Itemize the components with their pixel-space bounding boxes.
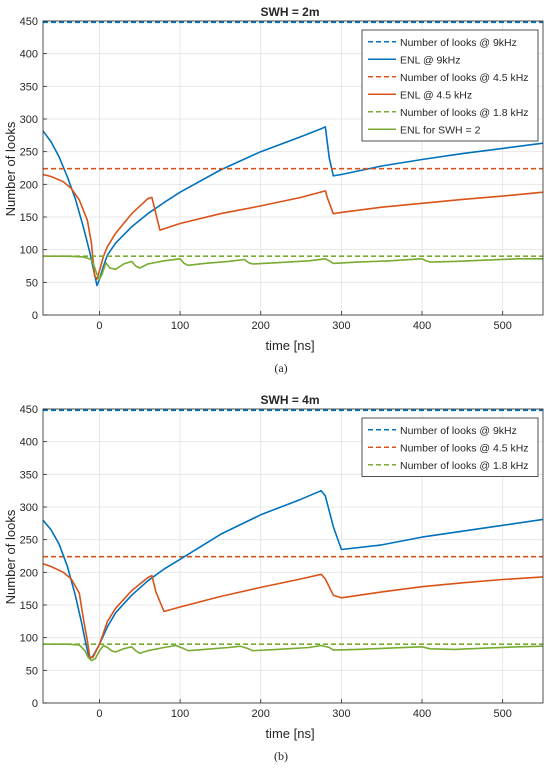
series-group	[43, 21, 543, 287]
legend: Number of looks @ 9kHz Number of looks @ …	[361, 417, 539, 477]
y-tick-label: 400	[20, 437, 38, 449]
y-tick-label: 450	[20, 404, 38, 416]
y-tick-label: 100	[20, 633, 38, 645]
legend: Number of looks @ 9kHz ENL @ 9kHz Number o…	[361, 29, 539, 142]
chart-panel-b: SWH = 4m time [ns] Number of looks (b) 0…	[3, 393, 544, 763]
axes-box	[42, 20, 544, 316]
series-line-enl-4-5-khz	[43, 173, 543, 280]
series-line	[43, 643, 543, 662]
y-axis-label: Number of looks	[3, 121, 18, 216]
x-tick-label: 400	[413, 320, 431, 332]
y-tick-label: 50	[26, 665, 38, 677]
y-tick-label: 200	[20, 179, 38, 191]
x-tick-label: 300	[332, 320, 350, 332]
legend-box	[361, 417, 539, 477]
figure-caption: (b)	[274, 749, 288, 763]
y-tick-label: 350	[20, 81, 38, 93]
legend-label: Number of looks @ 1.8 kHz	[400, 107, 529, 119]
legend-label: Number of looks @ 9kHz	[400, 37, 517, 49]
series-line-enl-for-swh-2	[43, 255, 543, 280]
chart-title: SWH = 4m	[260, 393, 319, 407]
legend-label: ENL for SWH = 2	[400, 124, 481, 136]
x-tick-label: 500	[493, 708, 511, 720]
series-line	[43, 489, 543, 660]
x-axis-label: time [ns]	[265, 726, 314, 741]
series-line-enl-9khz	[43, 126, 543, 287]
y-tick-label: 50	[26, 277, 38, 289]
legend-box	[361, 29, 539, 142]
y-tick-label: 150	[20, 212, 38, 224]
series-line	[43, 563, 543, 659]
y-tick-label: 250	[20, 535, 38, 547]
x-tick-label: 100	[171, 708, 189, 720]
x-tick-label: 0	[96, 708, 102, 720]
chart-title: SWH = 2m	[260, 5, 319, 19]
x-tick-label: 100	[171, 320, 189, 332]
y-tick-label: 300	[20, 502, 38, 514]
legend-label: Number of looks @ 1.8 kHz	[400, 460, 529, 472]
axes-box	[42, 408, 544, 704]
x-tick-label: 200	[252, 708, 270, 720]
x-tick-label: 400	[413, 708, 431, 720]
y-tick-label: 100	[20, 245, 38, 257]
x-tick-label: 500	[493, 320, 511, 332]
y-tick-label: 400	[20, 49, 38, 61]
y-tick-label: 0	[32, 310, 38, 322]
y-tick-label: 150	[20, 600, 38, 612]
y-tick-label: 200	[20, 567, 38, 579]
y-axis-label: Number of looks	[3, 509, 18, 604]
y-tick-label: 0	[32, 698, 38, 710]
y-tick-label: 250	[20, 147, 38, 159]
legend-label: Number of looks @ 9kHz	[400, 425, 517, 437]
y-tick-label: 350	[20, 469, 38, 481]
x-tick-label: 300	[332, 708, 350, 720]
x-tick-label: 200	[252, 320, 270, 332]
x-tick-label: 0	[96, 320, 102, 332]
figure-caption: (a)	[274, 361, 287, 375]
y-tick-label: 450	[20, 16, 38, 28]
legend-label: Number of looks @ 4.5 kHz	[400, 72, 529, 84]
series-group	[43, 409, 543, 662]
legend-label: ENL @ 4.5 kHz	[400, 89, 472, 101]
y-tick-label: 300	[20, 114, 38, 126]
legend-label: Number of looks @ 4.5 kHz	[400, 442, 529, 454]
x-axis-label: time [ns]	[265, 338, 314, 353]
chart-panel-a: SWH = 2m time [ns] Number of looks (a) 0…	[3, 5, 544, 375]
legend-label: ENL @ 9kHz	[400, 54, 460, 66]
